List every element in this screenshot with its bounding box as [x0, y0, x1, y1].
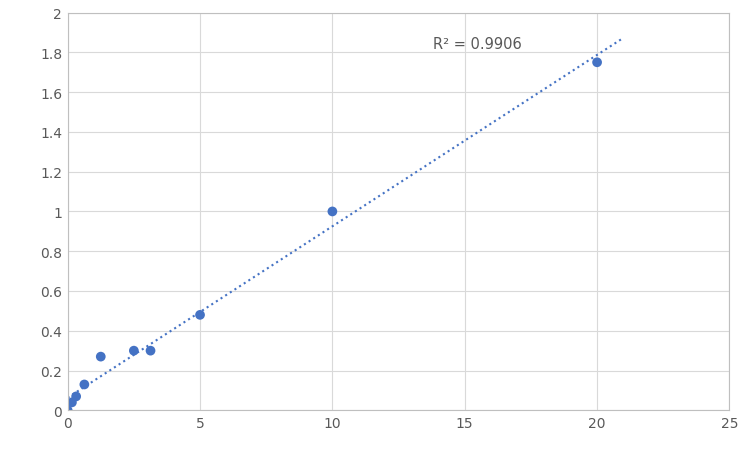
- Point: [144, 347, 156, 354]
- Point: [62, 407, 74, 414]
- Point: [591, 60, 603, 67]
- Point: [194, 312, 206, 319]
- Point: [326, 208, 338, 216]
- Point: [128, 347, 140, 354]
- Point: [66, 399, 78, 406]
- Text: R² = 0.9906: R² = 0.9906: [433, 37, 522, 52]
- Point: [78, 381, 90, 388]
- Point: [70, 393, 82, 400]
- Point: [95, 353, 107, 360]
